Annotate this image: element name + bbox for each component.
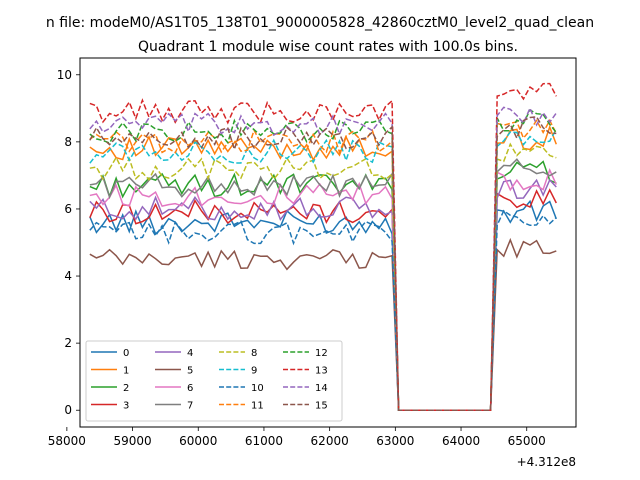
x-tick-label: 58000 xyxy=(48,434,86,448)
legend-label: 3 xyxy=(123,401,129,412)
plot-area xyxy=(89,82,557,411)
y-tick-label: 6 xyxy=(64,202,72,216)
legend-label: 15 xyxy=(315,401,328,412)
series-line-15 xyxy=(89,116,557,411)
series-line-8 xyxy=(89,142,557,411)
legend-label: 0 xyxy=(123,348,129,359)
x-offset-label: +4.312e8 xyxy=(517,455,576,469)
x-tick-label: 63000 xyxy=(376,434,414,448)
y-tick-label: 8 xyxy=(64,135,72,149)
x-tick-label: 62000 xyxy=(311,434,349,448)
legend-label: 13 xyxy=(315,366,328,377)
x-tick-label: 59000 xyxy=(113,434,151,448)
legend-label: 9 xyxy=(251,366,257,377)
legend-label: 10 xyxy=(251,383,264,394)
y-tick-label: 4 xyxy=(64,269,72,283)
y-tick-label: 0 xyxy=(64,403,72,417)
y-tick-label: 10 xyxy=(57,68,72,82)
x-tick-label: 61000 xyxy=(245,434,283,448)
legend-label: 6 xyxy=(187,383,193,394)
legend-label: 4 xyxy=(187,348,193,359)
figure-suptitle: n file: modeM0/AS1T05_138T01_9000005828_… xyxy=(46,15,594,31)
y-tick-label: 2 xyxy=(64,336,72,350)
legend-label: 8 xyxy=(251,348,257,359)
x-tick-label: 60000 xyxy=(179,434,217,448)
x-tick-label: 64000 xyxy=(442,434,480,448)
legend-label: 11 xyxy=(251,401,264,412)
x-axis: 58000 59000 60000 61000 62000 63000 64000 65000 xyxy=(48,427,546,448)
chart-title: Quadrant 1 module wise count rates with … xyxy=(138,39,518,55)
x-tick-label: 65000 xyxy=(508,434,546,448)
legend-label: 1 xyxy=(123,366,129,377)
legend-box xyxy=(85,340,343,422)
legend-label: 7 xyxy=(187,401,193,412)
legend-label: 12 xyxy=(315,348,328,359)
legend-label: 5 xyxy=(187,366,193,377)
legend-label: 14 xyxy=(315,383,328,394)
y-axis: 0 2 4 6 8 10 xyxy=(57,68,80,417)
axes-frame xyxy=(79,57,577,428)
legend-label: 2 xyxy=(123,383,129,394)
